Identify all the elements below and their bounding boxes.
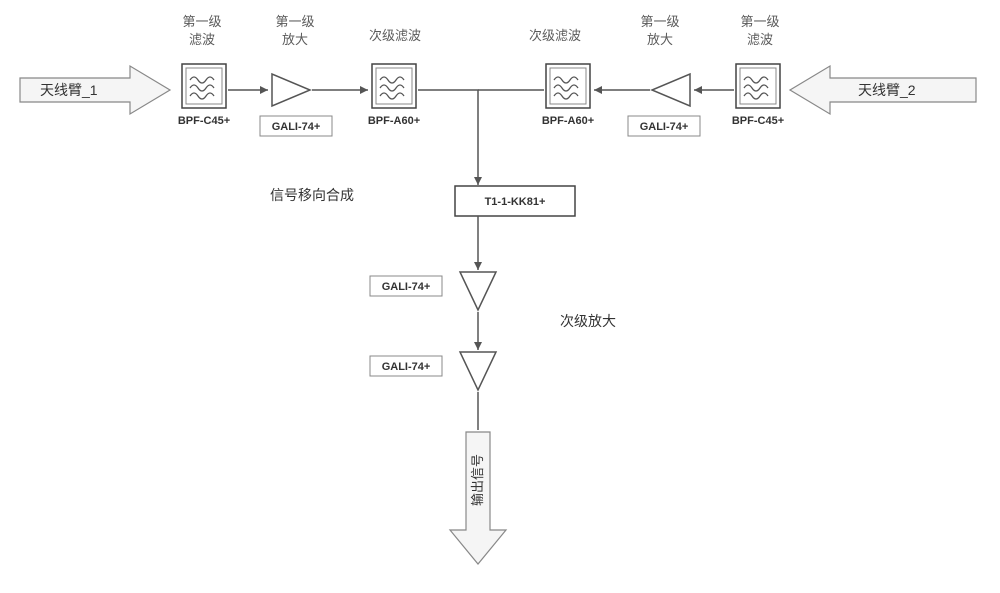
- l-amp1-top-a: 第一级: [275, 14, 314, 29]
- l-filter1-top-b: 滤波: [189, 32, 215, 47]
- r-amp1: [652, 74, 690, 106]
- combiner-part: T1-1-KK81+: [485, 196, 546, 208]
- sec-amp-2-part: GALI-74+: [382, 361, 431, 373]
- l-amp1: [272, 74, 310, 106]
- output-arrow: 输出信号: [450, 432, 506, 564]
- r-filter1-top-b: 滤波: [747, 32, 773, 47]
- sec-amp-1-part: GALI-74+: [382, 281, 431, 293]
- l-filter1-top-a: 第一级: [182, 14, 221, 29]
- antenna-arm-1-arrow: 天线臂_1: [20, 66, 170, 114]
- r-amp1-part: GALI-74+: [640, 121, 689, 133]
- sec-amp-2: [460, 352, 496, 390]
- output-label: 输出信号: [470, 454, 485, 506]
- signal-chain-diagram: 第一级 滤波 第一级 放大 次级滤波 次级滤波 第一级 放大 第一级 滤波 天线…: [0, 0, 1000, 593]
- combiner-label: 信号移向合成: [270, 187, 354, 203]
- r-filter1-top-a: 第一级: [740, 14, 779, 29]
- l-filter1: [182, 64, 226, 108]
- l-amp1-part: GALI-74+: [272, 121, 321, 133]
- r-filter1-part: BPF-C45+: [732, 115, 784, 127]
- r-amp1-top-a: 第一级: [640, 14, 679, 29]
- antenna-arm-1-label: 天线臂_1: [40, 82, 98, 98]
- r-filter2-top: 次级滤波: [529, 28, 581, 43]
- l-filter1-part: BPF-C45+: [178, 115, 230, 127]
- sec-amp-1: [460, 272, 496, 310]
- l-filter2-top: 次级滤波: [369, 28, 421, 43]
- r-filter2: [546, 64, 590, 108]
- l-filter2: [372, 64, 416, 108]
- sec-amp-label: 次级放大: [560, 313, 616, 329]
- l-amp1-top-b: 放大: [282, 32, 308, 47]
- l-filter2-part: BPF-A60+: [368, 115, 420, 127]
- r-filter1: [736, 64, 780, 108]
- antenna-arm-2-label: 天线臂_2: [858, 82, 916, 98]
- r-amp1-top-b: 放大: [647, 32, 673, 47]
- antenna-arm-2-arrow: 天线臂_2: [790, 66, 976, 114]
- r-filter2-part: BPF-A60+: [542, 115, 594, 127]
